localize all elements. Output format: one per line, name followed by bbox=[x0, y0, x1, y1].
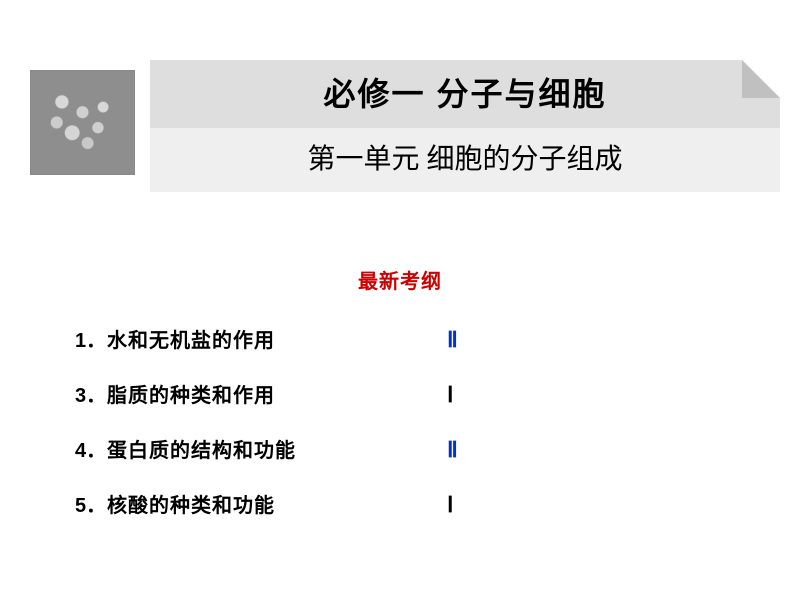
item-number: 5． bbox=[75, 489, 107, 518]
header-block: 必修一 分子与细胞 第一单元 细胞的分子组成 bbox=[20, 60, 780, 200]
item-number: 1． bbox=[75, 324, 107, 353]
section-heading: 最新考纲 bbox=[75, 265, 725, 294]
subtitle-bar: 第一单元 细胞的分子组成 bbox=[150, 128, 780, 192]
syllabus-item: 1． 水和无机盐的作用 Ⅱ bbox=[75, 324, 725, 353]
page-fold-icon bbox=[742, 60, 780, 98]
content-area: 最新考纲 1． 水和无机盐的作用 Ⅱ 3． 脂质的种类和作用 Ⅰ 4． 蛋白质的… bbox=[75, 265, 725, 544]
syllabus-item: 5． 核酸的种类和功能 Ⅰ bbox=[75, 489, 725, 518]
item-level: Ⅰ bbox=[447, 382, 454, 408]
thumbnail-image bbox=[30, 70, 135, 175]
subtitle: 第一单元 细胞的分子组成 bbox=[150, 128, 780, 192]
syllabus-item: 4． 蛋白质的结构和功能 Ⅱ bbox=[75, 434, 725, 463]
main-title: 必修一 分子与细胞 bbox=[150, 60, 780, 128]
item-level: Ⅰ bbox=[447, 492, 454, 518]
item-label: 水和无机盐的作用 bbox=[107, 324, 447, 353]
item-label: 蛋白质的结构和功能 bbox=[107, 434, 447, 463]
item-label: 核酸的种类和功能 bbox=[107, 489, 447, 518]
syllabus-item: 3． 脂质的种类和作用 Ⅰ bbox=[75, 379, 725, 408]
thumbnail-graphic bbox=[31, 71, 134, 174]
item-level: Ⅱ bbox=[447, 327, 458, 353]
item-label: 脂质的种类和作用 bbox=[107, 379, 447, 408]
title-bar: 必修一 分子与细胞 bbox=[150, 60, 780, 128]
item-level: Ⅱ bbox=[447, 437, 458, 463]
item-number: 3． bbox=[75, 379, 107, 408]
item-number: 4． bbox=[75, 434, 107, 463]
